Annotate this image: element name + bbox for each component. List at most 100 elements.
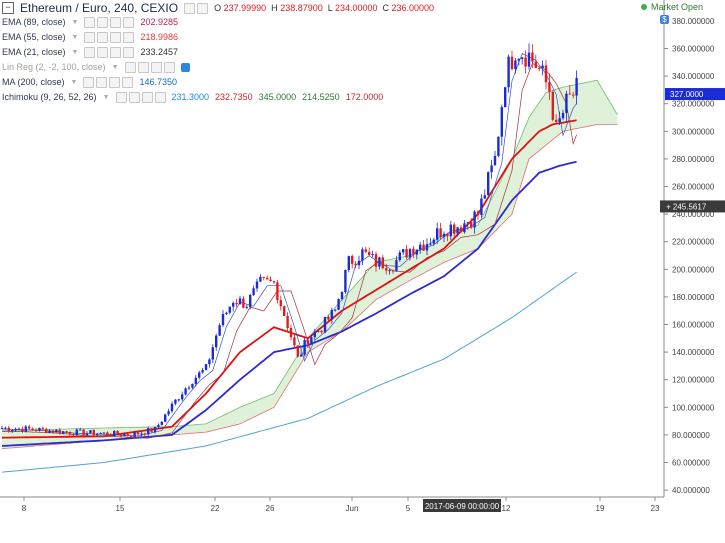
indicator-control-icon[interactable] <box>123 46 135 58</box>
symbol-title[interactable]: Ethereum / Euro, 240, CEXIO <box>20 1 179 15</box>
candle-body <box>422 244 425 251</box>
y-tick-label: 280.000000 <box>672 155 715 164</box>
indicator-control-icon[interactable] <box>110 31 122 43</box>
dropdown-arrow-icon[interactable]: ▼ <box>111 63 119 71</box>
indicator-control-icon[interactable] <box>123 31 135 43</box>
candle-body <box>38 427 41 431</box>
candle-body <box>62 431 65 434</box>
candle-body <box>198 372 201 378</box>
indicator-control-icon[interactable] <box>163 61 175 73</box>
candle-body <box>14 428 17 431</box>
candle-body <box>89 430 92 434</box>
x-tick-label: 23 <box>651 504 660 513</box>
series-controls[interactable] <box>184 2 209 14</box>
indicator-control-icon[interactable] <box>137 61 149 73</box>
candle-body <box>300 354 303 357</box>
indicator-row[interactable]: Ichimoku (9, 26, 52, 26) ▼ 231.3000 232.735… <box>2 90 383 104</box>
indicator-control-icon[interactable] <box>84 16 96 28</box>
indicator-control-icon[interactable] <box>97 46 109 58</box>
indicator-controls[interactable] <box>84 31 135 43</box>
candle-body <box>48 430 51 433</box>
settings-icon[interactable] <box>184 2 196 14</box>
candle-body <box>459 227 463 233</box>
candle-body <box>143 433 146 435</box>
scale-settings-icon[interactable]: $ <box>660 15 669 24</box>
candle-body <box>395 260 398 272</box>
indicator-control-icon[interactable] <box>83 76 95 88</box>
indicator-controls[interactable] <box>84 46 135 58</box>
candle-body <box>487 172 490 196</box>
y-tick-label: 160.000000 <box>672 321 715 330</box>
indicator-control-icon[interactable] <box>150 61 162 73</box>
candle-body <box>490 165 493 173</box>
indicator-row[interactable]: EMA (21, close) ▼ 233.2457 <box>2 45 178 59</box>
indicator-control-icon[interactable] <box>110 46 122 58</box>
dropdown-arrow-icon[interactable]: ▼ <box>71 33 79 41</box>
candle-body <box>439 228 442 238</box>
indicator-control-icon[interactable] <box>96 76 108 88</box>
candle-body <box>72 434 75 436</box>
indicator-value: 218.9986 <box>140 32 179 42</box>
candle-body <box>58 429 61 434</box>
candle-body <box>565 93 568 113</box>
indicator-control-icon[interactable] <box>154 91 166 103</box>
indicator-row[interactable]: MA (200, close) ▼ 146.7350 <box>2 75 177 89</box>
x-tick-label: 12 <box>502 504 511 513</box>
candle-body <box>126 434 129 436</box>
candle-body <box>102 432 106 434</box>
y-tick-label: 340.000000 <box>672 72 715 81</box>
candle-body <box>204 364 208 370</box>
candle-body <box>208 359 211 365</box>
indicator-control-icon[interactable] <box>124 61 136 73</box>
dropdown-arrow-icon[interactable]: ▼ <box>71 48 79 56</box>
candle-body <box>517 58 520 61</box>
indicator-control-icon[interactable] <box>84 31 96 43</box>
candle-body <box>177 399 180 401</box>
candle-body <box>289 328 293 338</box>
candle-body <box>337 299 340 310</box>
candle-body <box>415 249 418 255</box>
candle-body <box>255 281 259 289</box>
crosshair-date-label: 2017-06-09 00:00:00 <box>425 502 500 511</box>
indicator-control-icon[interactable] <box>97 31 109 43</box>
indicator-controls[interactable] <box>84 16 135 28</box>
y-tick-label: 100.000000 <box>672 403 715 412</box>
collapse-icon[interactable]: − <box>2 2 14 14</box>
candle-body <box>361 249 364 261</box>
candle-body <box>191 383 194 388</box>
indicator-control-icon[interactable] <box>109 76 121 88</box>
candle-body <box>41 427 44 429</box>
candle-body <box>497 136 500 156</box>
candle-body <box>259 276 262 282</box>
indicator-row[interactable]: EMA (55, close) ▼ 218.9986 <box>2 30 178 44</box>
indicator-control-icon[interactable] <box>97 16 109 28</box>
indicator-control-icon[interactable] <box>110 16 122 28</box>
indicator-controls[interactable] <box>83 76 134 88</box>
indicator-control-icon[interactable] <box>122 76 134 88</box>
candle-body <box>442 233 446 238</box>
candle-body <box>317 330 320 332</box>
candle-body <box>408 248 412 258</box>
candle-body <box>130 435 133 438</box>
indicator-row[interactable]: EMA (89, close) ▼ 202.9285 <box>2 15 178 29</box>
y-tick-label: 140.000000 <box>672 348 715 357</box>
remove-icon[interactable] <box>197 2 209 14</box>
indicator-control-icon[interactable] <box>141 91 153 103</box>
candle-body <box>493 155 497 166</box>
indicator-control-icon[interactable] <box>123 16 135 28</box>
indicator-control-icon[interactable] <box>128 91 140 103</box>
indicator-control-icon[interactable] <box>84 46 96 58</box>
indicator-row[interactable]: Lin Reg (2, -2, 100, close) ▼ <box>2 60 190 74</box>
indicator-controls[interactable] <box>124 61 175 73</box>
dropdown-arrow-icon[interactable]: ▼ <box>70 78 78 86</box>
indicator-control-icon[interactable] <box>115 91 127 103</box>
candle-body <box>7 427 10 431</box>
candle-body <box>347 256 350 271</box>
dropdown-arrow-icon[interactable]: ▼ <box>71 18 79 26</box>
visibility-icon[interactable] <box>180 62 190 72</box>
candle-body <box>327 317 330 320</box>
indicator-controls[interactable] <box>115 91 166 103</box>
dropdown-arrow-icon[interactable]: ▼ <box>102 93 110 101</box>
y-tick-label: 360.000000 <box>672 45 715 54</box>
